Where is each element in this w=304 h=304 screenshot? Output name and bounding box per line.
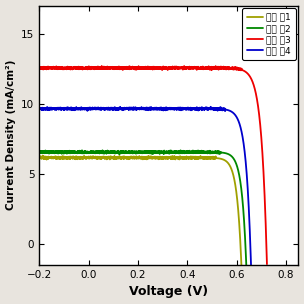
화합 물1 (162, 156, 166, 160)
화합 물1 (236, 200, 239, 203)
화합 물4 (104, 106, 108, 110)
화합 물2 (103, 150, 106, 154)
화합 물4 (249, 263, 253, 267)
Line: 화합 물1: 화합 물1 (27, 156, 241, 265)
화합 물2 (225, 152, 229, 156)
화합 물2 (25, 151, 29, 155)
Line: 화합 물2: 화합 물2 (27, 150, 246, 266)
Line: 화합 물4: 화합 물4 (27, 107, 251, 265)
화합 물3 (41, 67, 45, 71)
화합 물4 (25, 106, 29, 110)
화합 물3 (100, 64, 104, 68)
화합 물1 (34, 156, 37, 160)
X-axis label: Voltage (V): Voltage (V) (129, 285, 209, 299)
화합 물4 (30, 107, 33, 111)
화합 물4 (194, 107, 198, 111)
화합 물3 (228, 66, 231, 70)
화합 물4 (209, 105, 212, 109)
Y-axis label: Current Density (mA/cm²): Current Density (mA/cm²) (5, 60, 16, 210)
화합 물1 (46, 156, 50, 160)
화합 물3 (62, 67, 66, 71)
화합 물2 (191, 151, 194, 154)
화합 물3 (26, 66, 30, 70)
화합 물1 (162, 156, 166, 160)
화합 물2 (242, 209, 245, 213)
화합 물2 (80, 148, 84, 152)
화합 물2 (30, 150, 33, 154)
화합 물1 (25, 156, 29, 159)
화합 물1 (240, 263, 243, 267)
화합 물3 (265, 262, 269, 266)
화합 물4 (246, 192, 250, 196)
화합 물4 (42, 107, 46, 111)
화합 물3 (254, 90, 257, 93)
화합 물1 (41, 154, 44, 157)
Legend: 화합 물1, 화합 물2, 화합 물3, 화합 물4: 화합 물1, 화합 물2, 화합 물3, 화합 물4 (242, 8, 296, 60)
화합 물2 (244, 264, 248, 268)
Line: 화합 물3: 화합 물3 (27, 66, 267, 264)
화합 물2 (42, 151, 46, 154)
화합 물4 (230, 110, 233, 113)
화합 물1 (169, 156, 173, 160)
화합 물3 (25, 67, 29, 71)
화합 물3 (32, 67, 35, 71)
